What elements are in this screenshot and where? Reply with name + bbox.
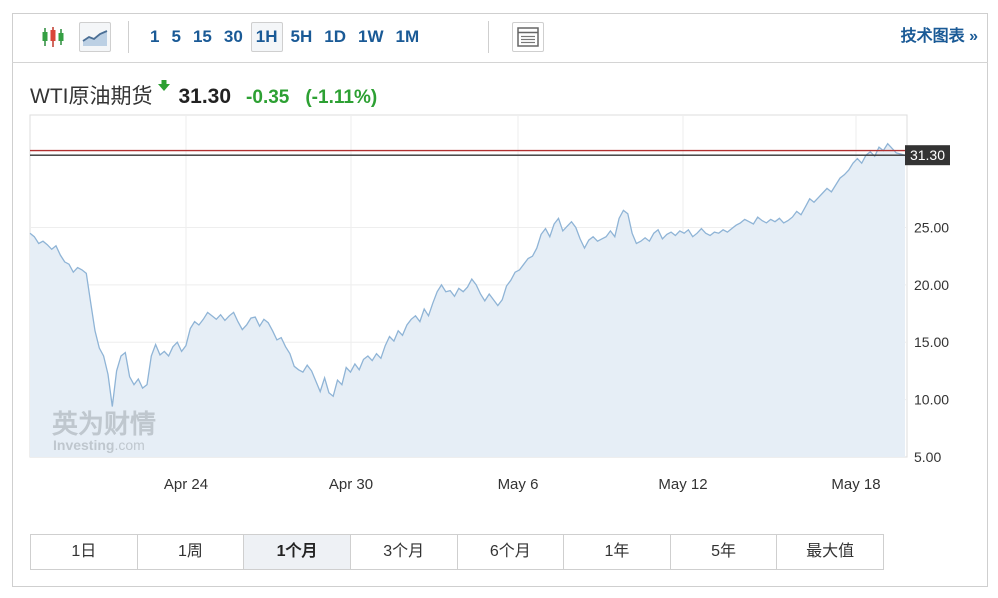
x-tick-label: Apr 30: [329, 476, 373, 493]
y-tick-label: 25.00: [914, 219, 949, 235]
y-axis: 5.00 10.00 15.00 20.00 25.00: [914, 219, 949, 465]
down-arrow-icon: [158, 78, 171, 96]
price-change-percent: (-1.11%): [305, 87, 378, 108]
technical-chart-link[interactable]: 技术图表 »: [900, 28, 978, 45]
interval-button-1h[interactable]: 1H: [250, 22, 283, 52]
watermark-en: Investing.com: [53, 437, 145, 453]
price-change: -0.35: [246, 87, 290, 108]
range-tab-3[interactable]: 3个月: [351, 535, 458, 569]
watermark-en-dot: .com: [114, 437, 144, 453]
x-tick-label: May 6: [498, 476, 539, 493]
range-tab-2[interactable]: 1个月: [244, 535, 351, 569]
x-axis: Apr 24 Apr 30 May 6 May 12 May 18: [164, 476, 881, 493]
y-tick-label: 15.00: [914, 334, 949, 350]
interval-button-1d[interactable]: 1D: [324, 27, 346, 46]
last-price: 31.30: [178, 85, 232, 108]
range-tab-5[interactable]: 1年: [564, 535, 671, 569]
range-tab-6[interactable]: 5年: [671, 535, 778, 569]
interval-button-5[interactable]: 5: [171, 27, 181, 46]
price-area: [30, 143, 905, 457]
interval-button-5h[interactable]: 5H: [290, 27, 313, 46]
interval-button-1w[interactable]: 1W: [357, 27, 384, 46]
interval-button-1[interactable]: 1: [150, 27, 160, 46]
investing-watermark: 英为财情 Investing.com: [52, 410, 156, 453]
chart-toolbar: 1 5 15 30 1H 5H 1D 1W 1M 技术图表 »: [12, 13, 988, 63]
candlestick-chart-icon[interactable]: [38, 22, 68, 52]
range-tabs: 1日 1周 1个月 3个月 6个月 1年 5年 最大值: [30, 534, 884, 570]
interval-group: 1 5 15 30 1H 5H 1D 1W 1M: [146, 22, 427, 52]
range-tab-4[interactable]: 6个月: [458, 535, 565, 569]
range-tab-7[interactable]: 最大值: [806, 543, 855, 560]
range-tab-0[interactable]: 1日: [31, 535, 138, 569]
x-tick-label: May 12: [658, 476, 707, 493]
watermark-en-main: Investing: [53, 437, 114, 453]
y-tick-label: 10.00: [914, 392, 949, 408]
y-tick-label: 5.00: [914, 449, 941, 465]
price-header: WTI原油期货 31.30 -0.35 (-1.11%): [30, 80, 377, 110]
toolbar-separator: [128, 21, 129, 53]
interval-button-1m[interactable]: 1M: [395, 27, 420, 46]
x-tick-label: Apr 24: [164, 476, 208, 493]
watermark-cn: 英为财情: [52, 410, 156, 440]
line-chart-icon[interactable]: [79, 22, 111, 52]
interval-button-30[interactable]: 30: [223, 27, 243, 46]
price-line: [29, 142, 906, 407]
chart-layout-icon[interactable]: [512, 22, 544, 52]
last-price-tag-label: 31.30: [910, 147, 945, 163]
reference-lines: [30, 149, 905, 156]
last-price-tag-box: [905, 145, 950, 166]
y-tick-label: 20.00: [914, 277, 949, 293]
last-price-tag: 31.30: [905, 145, 950, 166]
toolbar-separator: [488, 21, 489, 53]
range-tab-1[interactable]: 1周: [138, 535, 245, 569]
x-tick-label: May 18: [831, 476, 880, 493]
instrument-name: WTI原油期货: [30, 85, 153, 108]
interval-button-15[interactable]: 15: [192, 27, 212, 46]
